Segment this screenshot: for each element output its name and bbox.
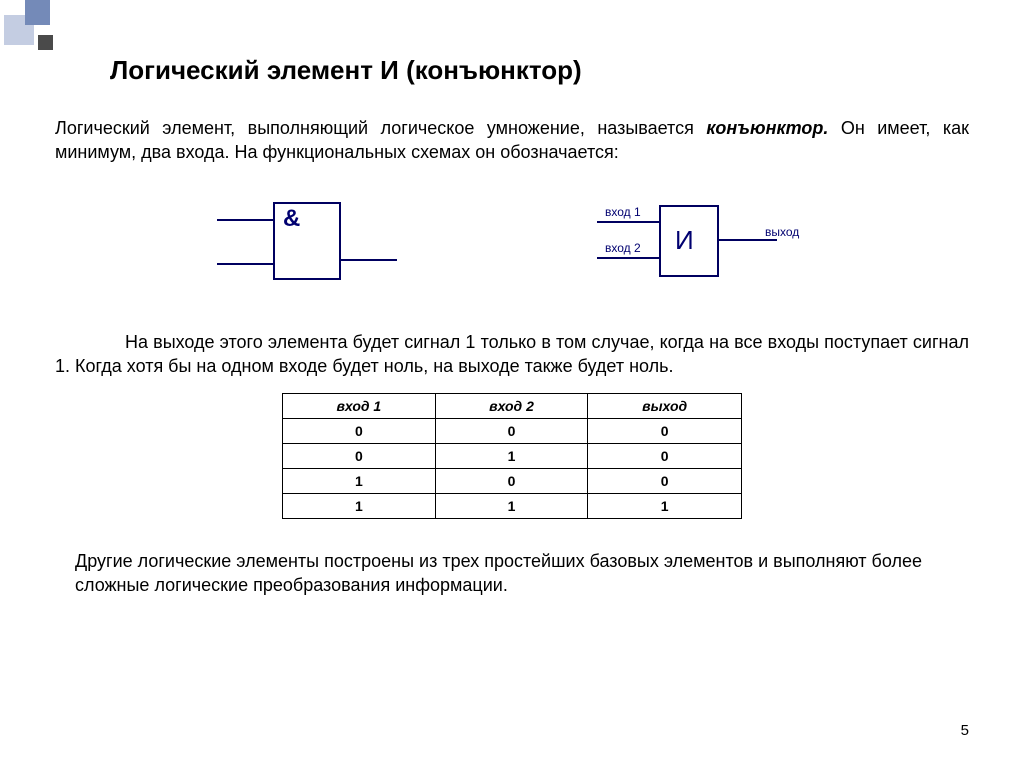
- cell: 1: [283, 494, 436, 519]
- intro-paragraph: Логический элемент, выполняющий логическ…: [55, 116, 969, 165]
- input1-label: вход 1: [605, 205, 641, 219]
- col-header-in2: вход 2: [435, 394, 588, 419]
- page-title: Логический элемент И (конъюнктор): [110, 55, 969, 86]
- page-number: 5: [961, 722, 969, 739]
- intro-text-1: Логический элемент, выполняющий логическ…: [55, 118, 706, 138]
- truth-table: вход 1 вход 2 выход 0 0 0 0 1 0 1 0 0: [282, 393, 742, 519]
- cell: 0: [283, 419, 436, 444]
- cell: 1: [435, 494, 588, 519]
- deco-square-blue: [25, 0, 50, 25]
- cell: 0: [435, 419, 588, 444]
- deco-square-dark: [38, 35, 53, 50]
- cell: 0: [435, 469, 588, 494]
- gate-and-ampersand: &: [217, 197, 397, 292]
- output-label: выход: [765, 225, 799, 239]
- table-row: 0 1 0: [283, 444, 742, 469]
- wire-input-2: [217, 263, 273, 265]
- mid-paragraph-text: На выходе этого элемента будет сигнал 1 …: [55, 332, 969, 376]
- wire-output: [719, 239, 777, 241]
- cell: 1: [435, 444, 588, 469]
- wire-input-1: [217, 219, 273, 221]
- wire-output: [341, 259, 397, 261]
- cell: 0: [588, 469, 742, 494]
- col-header-in1: вход 1: [283, 394, 436, 419]
- gate-symbol: &: [283, 205, 300, 233]
- table-header-row: вход 1 вход 2 выход: [283, 394, 742, 419]
- input2-label: вход 2: [605, 241, 641, 255]
- col-header-out: выход: [588, 394, 742, 419]
- gate-symbol: И: [675, 225, 694, 256]
- intro-term-bold: конъюнктор.: [706, 118, 828, 138]
- table-row: 1 1 1: [283, 494, 742, 519]
- cell: 1: [283, 469, 436, 494]
- mid-paragraph: На выходе этого элемента будет сигнал 1 …: [55, 330, 969, 379]
- wire-input-2: [597, 257, 659, 259]
- cell: 1: [588, 494, 742, 519]
- cell: 0: [588, 419, 742, 444]
- outro-paragraph: Другие логические элементы построены из …: [75, 549, 949, 598]
- gate-diagrams: & вход 1 вход 2 И выход: [55, 190, 969, 300]
- table-row: 1 0 0: [283, 469, 742, 494]
- wire-input-1: [597, 221, 659, 223]
- cell: 0: [283, 444, 436, 469]
- table-row: 0 0 0: [283, 419, 742, 444]
- gate-and-cyrillic: вход 1 вход 2 И выход: [597, 197, 807, 292]
- slide-content: Логический элемент И (конъюнктор) Логиче…: [0, 0, 1024, 618]
- cell: 0: [588, 444, 742, 469]
